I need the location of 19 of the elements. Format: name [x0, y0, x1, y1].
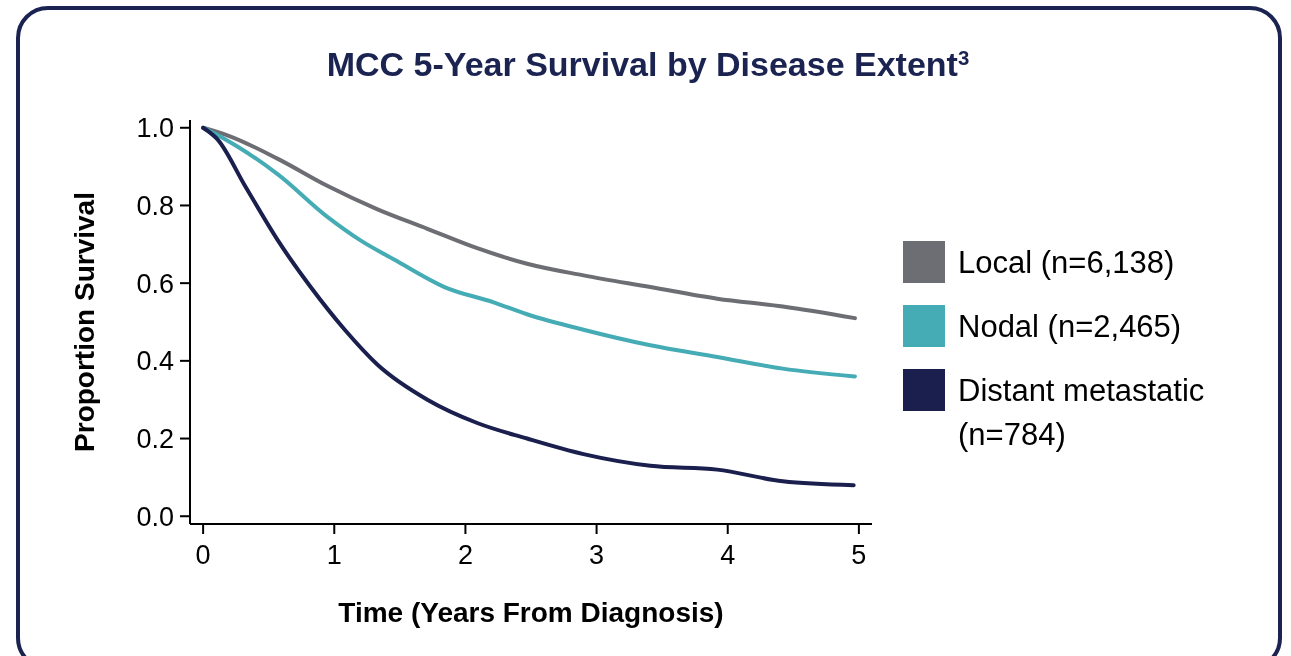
x-tick-label: 4	[720, 540, 736, 570]
legend-label: Nodal (n=2,465)	[958, 308, 1182, 344]
y-tick-label: 0.8	[136, 190, 174, 221]
y-tick-label: 0.0	[136, 501, 174, 532]
legend-label: Local (n=6,138)	[958, 244, 1175, 280]
legend-label: Distant metastatic (n=784)	[958, 372, 1205, 452]
y-tick-label: 1.0	[136, 113, 174, 144]
x-tick-label: 2	[457, 540, 473, 570]
y-tick-label: 0.6	[136, 268, 174, 299]
y-tick-label: 0.4	[136, 346, 174, 377]
y-axis-title: Proportion Survival	[69, 192, 100, 452]
y-tick-label: 0.2	[136, 423, 174, 454]
x-axis-title: Time (Years From Diagnosis)	[338, 597, 724, 628]
x-tick-label: 3	[589, 540, 605, 570]
line-series	[201, 125, 856, 488]
x-tick-label: 1	[326, 540, 342, 570]
x-tick-label: 5	[851, 540, 867, 570]
chart-title: MCC 5-Year Survival by Disease Extent$^{3}$	[326, 45, 970, 83]
x-tick-label: 0	[195, 540, 211, 570]
